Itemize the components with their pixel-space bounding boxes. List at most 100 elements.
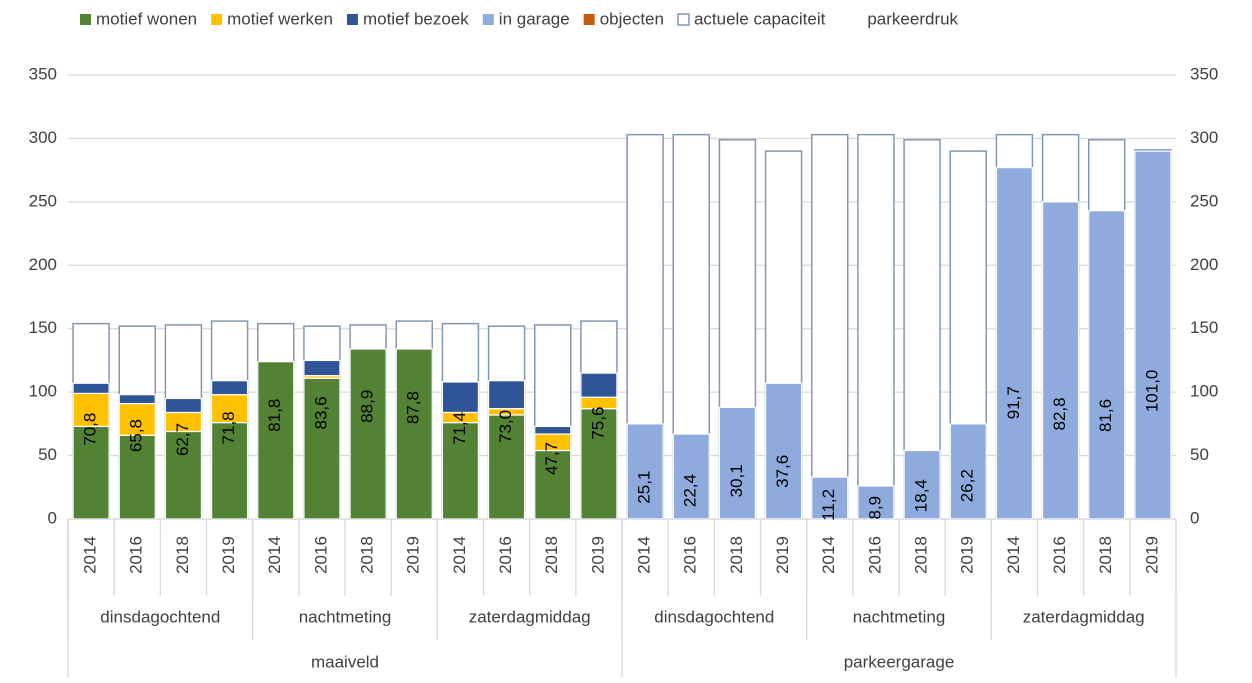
- group-label: parkeergarage: [844, 652, 955, 671]
- bar-segment: [210, 380, 249, 396]
- y2-tick-label: 300: [1190, 128, 1218, 147]
- data-label: 82,8: [1050, 397, 1069, 430]
- data-label: 25,1: [635, 471, 654, 504]
- data-label: 22,4: [681, 474, 700, 507]
- data-label: 71,4: [450, 412, 469, 445]
- x-tick-label: 2014: [81, 536, 100, 574]
- bar-segment: [164, 397, 203, 414]
- bar-segment: [857, 485, 895, 520]
- bar-segment: [118, 434, 156, 520]
- group-label: zaterdagmiddag: [1023, 607, 1145, 626]
- legend-label: parkeerdruk: [867, 9, 958, 28]
- data-label: 62,7: [173, 423, 192, 456]
- bar-segment: [534, 425, 572, 435]
- bar-segment: [672, 433, 710, 520]
- x-tick-label: 2016: [311, 536, 330, 574]
- capacity-bar: [857, 133, 895, 520]
- data-label: 88,9: [358, 390, 377, 423]
- x-tick-label: 2014: [1004, 536, 1023, 574]
- capacity-bar: [811, 133, 849, 520]
- y-tick-label: 250: [29, 191, 57, 210]
- x-tick-label: 2016: [865, 536, 884, 574]
- bar-segment: [487, 414, 526, 520]
- legend-marker: [211, 14, 223, 25]
- bar-segment: [1134, 150, 1172, 520]
- legend-label: motief wonen: [96, 9, 197, 28]
- x-tick-label: 2016: [1050, 536, 1069, 574]
- data-label: 26,2: [958, 469, 977, 502]
- data-label: 65,8: [127, 419, 146, 452]
- x-tick-label: 2019: [219, 536, 238, 574]
- data-label: 37,6: [773, 455, 792, 488]
- bar-segment: [580, 372, 618, 398]
- y-tick-label: 100: [29, 382, 57, 401]
- bar-segment: [534, 449, 572, 520]
- group-label: zaterdagmiddag: [469, 607, 591, 626]
- x-tick-label: 2014: [265, 536, 284, 574]
- x-tick-label: 2016: [496, 536, 515, 574]
- bar-segment: [441, 421, 480, 520]
- x-tick-label: 2014: [450, 536, 469, 574]
- bar-segment: [349, 348, 387, 520]
- bar-segment: [72, 425, 110, 520]
- x-tick-label: 2019: [588, 536, 607, 574]
- y2-tick-label: 250: [1190, 191, 1218, 210]
- bar-segment: [718, 406, 757, 520]
- bar-segment: [487, 380, 526, 410]
- y2-tick-label: 200: [1190, 255, 1218, 274]
- x-tick-label: 2019: [404, 536, 423, 574]
- legend-marker: [482, 14, 494, 25]
- data-label: 91,7: [1004, 386, 1023, 419]
- x-tick-label: 2019: [958, 536, 977, 574]
- legend-label: objecten: [600, 9, 664, 28]
- x-tick-label: 2016: [127, 536, 146, 574]
- legend-marker: [583, 14, 595, 25]
- y-tick-label: 200: [29, 255, 57, 274]
- y-tick-label: 0: [48, 508, 57, 527]
- legend-label: in garage: [499, 9, 570, 28]
- data-label: 73,0: [496, 410, 515, 443]
- data-label: 71,8: [219, 411, 238, 444]
- y-tick-label: 300: [29, 128, 57, 147]
- bar-segment: [118, 394, 156, 405]
- bar-segment: [72, 382, 110, 395]
- data-label: 70,8: [81, 413, 100, 446]
- x-tick-label: 2018: [1096, 536, 1115, 574]
- bar-segment: [257, 361, 295, 520]
- x-tick-label: 2019: [773, 536, 792, 574]
- bar-segment: [441, 381, 480, 414]
- x-tick-label: 2014: [819, 536, 838, 574]
- legend-marker: [80, 14, 91, 25]
- legend-label: motief werken: [227, 9, 333, 28]
- bar-segment: [1088, 210, 1126, 520]
- bar-segment: [210, 421, 249, 520]
- data-label: 47,7: [542, 442, 561, 475]
- data-label: 83,6: [311, 396, 330, 429]
- legend-marker: [677, 13, 690, 26]
- bar-segment: [811, 476, 849, 520]
- bar-segment: [72, 392, 110, 427]
- x-tick-label: 2018: [542, 536, 561, 574]
- bar-segment: [395, 348, 433, 520]
- data-label: 8,9: [865, 496, 884, 520]
- data-label: 101,0: [1142, 370, 1161, 413]
- bar-segment: [764, 382, 803, 520]
- x-tick-label: 2019: [1142, 536, 1161, 574]
- data-label: 30,1: [727, 464, 746, 497]
- legend-marker: [346, 14, 358, 25]
- legend-label: motief bezoek: [363, 9, 469, 28]
- data-label: 75,6: [588, 407, 607, 440]
- x-tick-label: 2014: [635, 536, 654, 574]
- bar-segment: [164, 430, 203, 520]
- bar-segment: [303, 377, 341, 520]
- y-tick-label: 150: [29, 318, 57, 337]
- data-label: 11,2: [819, 489, 838, 521]
- data-label: 18,4: [912, 479, 931, 512]
- y-tick-label: 350: [29, 64, 57, 83]
- y2-tick-label: 150: [1190, 318, 1218, 337]
- bar-segment: [580, 408, 618, 520]
- data-label: 87,8: [404, 391, 423, 424]
- y2-tick-label: 350: [1190, 64, 1218, 83]
- y2-tick-label: 100: [1190, 382, 1218, 401]
- data-label: 81,8: [265, 399, 284, 432]
